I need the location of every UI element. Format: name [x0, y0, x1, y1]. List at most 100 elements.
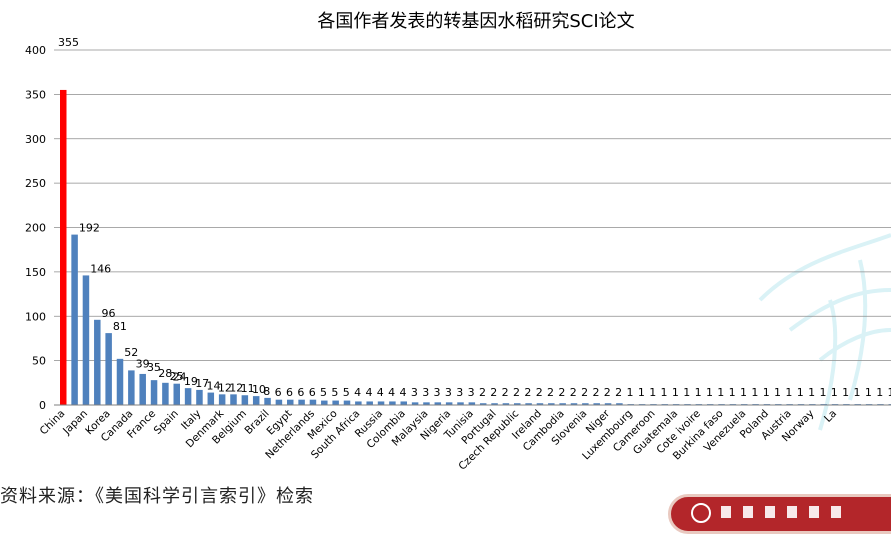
bar [468, 402, 476, 405]
y-tick-label: 0 [39, 399, 46, 412]
data-label: 25 [170, 370, 184, 383]
data-label: 3 [422, 386, 429, 399]
data-label: 1 [865, 386, 872, 399]
data-label: 1 [661, 386, 668, 399]
data-label: 1 [797, 386, 804, 399]
bar [309, 399, 317, 405]
data-label: 2 [581, 386, 588, 399]
data-label: 4 [354, 386, 361, 399]
bar [377, 401, 385, 405]
bar [207, 392, 215, 405]
bar [264, 397, 271, 405]
bar [332, 400, 339, 405]
data-label: 1 [672, 386, 679, 399]
chart-title: 各国作者发表的转基因水稻研究SCI论文 [317, 11, 634, 32]
bar [548, 403, 555, 405]
data-label: 6 [297, 386, 304, 399]
data-label: 1 [763, 386, 770, 399]
data-label: 1 [717, 386, 724, 399]
bar [94, 319, 101, 405]
data-label: 2 [547, 386, 554, 399]
bar [445, 402, 453, 405]
data-label: 1 [683, 386, 690, 399]
data-label: 1 [649, 386, 656, 399]
data-label: 8 [263, 385, 270, 398]
bar [343, 400, 351, 405]
bar [298, 399, 305, 405]
bar [479, 403, 487, 405]
data-label: 2 [502, 386, 509, 399]
source-note: 资料来源：《美国科学引言索引》检索 [0, 486, 314, 507]
x-axis-ticks: ChinaJapanKoreaCanadaFranceSpainItalyDen… [38, 407, 839, 473]
data-label: 2 [479, 386, 486, 399]
bar [389, 401, 396, 405]
bar [287, 399, 294, 405]
data-label: 3 [434, 386, 441, 399]
data-label: 81 [113, 320, 127, 333]
bar [604, 403, 612, 405]
data-label: 52 [124, 346, 138, 359]
y-tick-label: 400 [25, 44, 46, 57]
data-label: 4 [388, 386, 395, 399]
bar [196, 389, 203, 405]
data-label: 5 [343, 386, 350, 399]
data-label: 11 [241, 382, 255, 395]
y-tick-label: 150 [25, 266, 46, 279]
bar [173, 383, 180, 405]
data-label: 2 [513, 386, 520, 399]
data-label: 2 [615, 386, 622, 399]
data-label: 2 [536, 386, 543, 399]
bar [434, 402, 442, 405]
data-label: 4 [400, 386, 407, 399]
data-label: 28 [158, 367, 172, 380]
data-label: 10 [252, 383, 266, 396]
bar [457, 402, 464, 405]
data-label: 2 [604, 386, 611, 399]
bar [502, 403, 510, 405]
data-label: 1 [785, 386, 792, 399]
y-tick-label: 50 [32, 355, 46, 368]
data-label: 24 [173, 371, 187, 384]
bars [60, 89, 891, 405]
y-axis-ticks: 0 50 100 150 200 250 300 350 400 [25, 44, 46, 412]
bar [162, 382, 169, 405]
data-label: 4 [365, 386, 372, 399]
data-label: 1 [729, 386, 736, 399]
data-label: 3 [411, 386, 418, 399]
data-label: 1 [888, 386, 891, 399]
data-label: 14 [207, 380, 221, 393]
data-label: 35 [147, 361, 161, 374]
logo-calligraphy [721, 506, 841, 518]
data-label: 1 [831, 386, 838, 399]
bar [71, 234, 78, 405]
data-label: 6 [275, 386, 282, 399]
bar [105, 333, 112, 405]
bar [116, 358, 124, 405]
y-tick-label: 100 [25, 310, 46, 323]
bar [423, 402, 430, 405]
bar [321, 400, 328, 405]
data-label: 96 [102, 307, 116, 320]
data-label: 2 [558, 386, 565, 399]
data-label: 39 [136, 357, 150, 370]
data-label: 192 [79, 222, 100, 235]
y-tick-label: 300 [25, 133, 46, 146]
data-label: 1 [751, 386, 758, 399]
bar [218, 394, 226, 405]
y-tick-label: 250 [25, 177, 46, 190]
data-label: 1 [819, 386, 826, 399]
x-tick-label: China [38, 408, 68, 438]
data-label: 19 [184, 375, 198, 388]
data-label: 2 [592, 386, 599, 399]
data-label: 1 [808, 386, 815, 399]
data-label: 1 [627, 386, 634, 399]
bar [128, 370, 135, 405]
x-tick-label: Japan [60, 408, 90, 438]
y-tick-label: 200 [25, 222, 46, 235]
bar [582, 403, 589, 405]
watermark-graphic [758, 233, 891, 431]
bar [411, 402, 419, 405]
bar [355, 401, 362, 405]
bar [150, 380, 158, 405]
data-label: 355 [58, 36, 79, 49]
